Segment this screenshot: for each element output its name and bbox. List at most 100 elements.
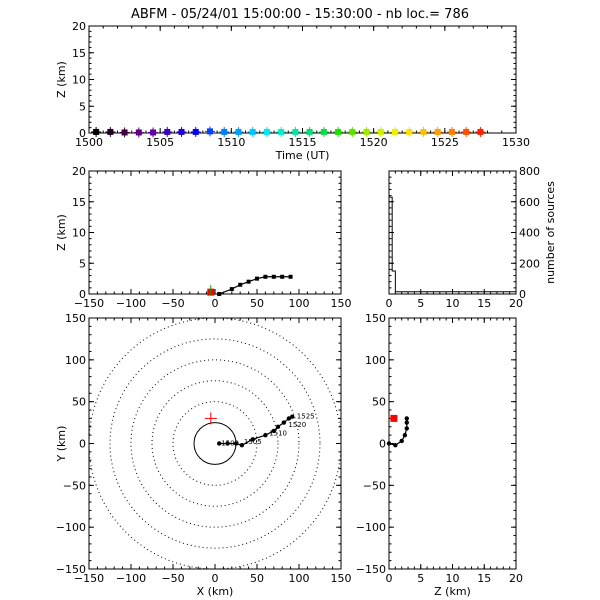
plan_view-x-axis-label: X (km) — [197, 585, 234, 598]
source-point — [271, 274, 276, 279]
time_height-y-tick-label: 0 — [79, 127, 86, 140]
source-point — [225, 441, 230, 446]
height_histogram-y-axis-label: number of sources — [544, 181, 557, 284]
source-point — [263, 432, 268, 438]
time-annotation: 1520 — [288, 421, 306, 429]
source-point — [217, 441, 222, 446]
plan_view-x-tick-label: 50 — [250, 572, 264, 585]
time_height-x-tick-label: 1515 — [289, 136, 317, 149]
plan_view-y-tick-label: 0 — [79, 438, 86, 451]
range-ring — [89, 318, 341, 569]
source-point — [249, 128, 256, 135]
plan_view-y-tick-label: −150 — [56, 563, 86, 576]
plan_view-y-tick-label: 150 — [65, 312, 86, 325]
x_height-x-tick-label: 150 — [331, 297, 352, 310]
z_y-x-tick-label: 10 — [446, 572, 460, 585]
height_histogram-y-tick-label: 400 — [519, 227, 540, 240]
time_height-frame — [88, 25, 517, 134]
height_histogram-x-tick-label: 5 — [417, 297, 424, 310]
z_y-y-tick-label: 50 — [372, 396, 386, 409]
z_y-y-tick-label: −150 — [356, 563, 386, 576]
time_height-y-tick-label: 5 — [79, 100, 86, 113]
source-point — [263, 274, 268, 279]
z_y-y-tick-label: −100 — [356, 521, 386, 534]
source-point — [239, 442, 245, 448]
source-point — [250, 437, 255, 442]
source-point — [229, 287, 234, 292]
source-point — [392, 128, 399, 135]
plan_view-frame — [88, 317, 342, 570]
time_height-x-tick-label: 1500 — [75, 136, 103, 149]
range-rings — [89, 318, 341, 569]
x_height-x-tick-label: −100 — [116, 297, 146, 310]
x_height-y-tick-label: 15 — [72, 196, 86, 209]
time_height-y-axis-label: Z (km) — [55, 61, 68, 98]
source-point — [402, 432, 408, 438]
source-point — [206, 128, 213, 135]
height_histogram-y-tick-label: 600 — [519, 196, 540, 209]
z_y-y-tick-label: 100 — [365, 354, 386, 367]
x_height-x-tick-label: 100 — [289, 297, 310, 310]
source-point — [238, 282, 243, 287]
x_height-y-tick-label: 20 — [72, 165, 86, 178]
source-point — [150, 129, 157, 136]
source-point — [178, 128, 185, 135]
x_height-y-tick-label: 10 — [72, 227, 86, 240]
plan_view-y-tick-label: −100 — [56, 521, 86, 534]
source-point — [404, 416, 409, 421]
source-point — [386, 441, 392, 446]
source-point — [233, 441, 239, 446]
x_height-x-tick-label: 50 — [250, 297, 264, 310]
height_histogram-frame — [388, 170, 517, 295]
z_y-y-tick-label: 150 — [365, 312, 386, 325]
source-point — [281, 420, 287, 425]
source-point — [404, 426, 409, 431]
z_y-x-tick-label: 0 — [386, 572, 393, 585]
plan_view-y-axis-label: Y (km) — [55, 426, 68, 463]
plan_view-x-tick-label: −50 — [161, 572, 184, 585]
x_height-y-axis-label: Z (km) — [55, 214, 68, 251]
source-point — [93, 128, 100, 135]
source-point — [335, 128, 342, 135]
height_histogram-x-tick-label: 10 — [446, 297, 460, 310]
height_histogram-x-tick-label: 0 — [386, 297, 393, 310]
range-ring — [172, 401, 258, 486]
range-ring — [109, 338, 321, 549]
source-point — [135, 129, 142, 136]
z_y-y-tick-label: 0 — [379, 438, 386, 451]
source-point — [217, 292, 222, 296]
z_y-y-tick-label: −50 — [363, 479, 386, 492]
range-ring — [130, 359, 300, 528]
source-point — [406, 128, 413, 135]
source-point — [448, 128, 455, 135]
source-point — [434, 128, 441, 135]
station-marker — [390, 414, 398, 422]
time_height-x-tick-label: 1520 — [360, 136, 388, 149]
time_height-x-axis-label: Time (UT) — [275, 149, 330, 162]
source-point — [363, 128, 370, 135]
plan_view-x-tick-label: −150 — [74, 572, 104, 585]
source-point — [246, 279, 251, 284]
figure-title: ABFM - 05/24/01 15:00:00 - 15:30:00 - nb… — [131, 7, 469, 22]
plan_view-y-tick-label: 50 — [72, 396, 86, 409]
source-point — [286, 416, 292, 421]
source-point — [221, 128, 228, 135]
source-point — [192, 128, 199, 135]
time_height-x-tick-label: 1525 — [431, 136, 459, 149]
source-point — [164, 128, 171, 135]
range-ring — [151, 380, 279, 507]
source-point — [107, 128, 114, 135]
source-point — [477, 128, 484, 135]
height_histogram-y-tick-label: 200 — [519, 257, 540, 270]
height_histogram-x-tick-label: 20 — [509, 297, 523, 310]
source-point — [280, 274, 285, 279]
plan_view-y-tick-label: −50 — [63, 479, 86, 492]
histogram-steps — [388, 196, 517, 294]
plan_view-x-tick-label: 100 — [289, 572, 310, 585]
height_histogram-y-tick-label: 0 — [519, 288, 526, 301]
plan_view-x-tick-label: 0 — [212, 572, 219, 585]
source-track — [388, 418, 408, 446]
time-annotation: 1510 — [269, 429, 287, 437]
source-point — [349, 128, 356, 135]
